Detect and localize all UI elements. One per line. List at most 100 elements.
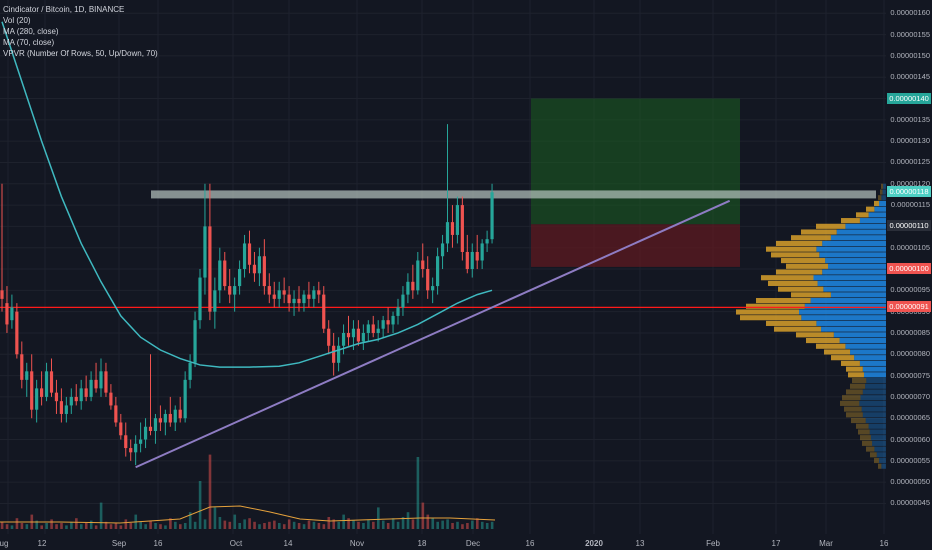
volume-bar	[297, 523, 301, 529]
volume-bar	[253, 521, 256, 529]
price-tick-label: 0.00000085	[890, 327, 930, 337]
vpvr-down-bar	[756, 298, 811, 304]
candle-body	[79, 388, 83, 402]
candle-body	[30, 371, 34, 410]
volume-bar	[327, 517, 331, 529]
vpvr-down-bar	[866, 446, 875, 452]
candle-body	[436, 256, 440, 287]
volume-bar	[456, 521, 459, 529]
vpvr-up-bar	[804, 303, 886, 309]
vpvr-up-bar	[859, 218, 886, 224]
candle-body	[153, 418, 158, 432]
volume-bar	[164, 525, 167, 529]
vpvr-up-bar	[821, 326, 886, 332]
vpvr-down-bar	[746, 303, 805, 309]
volume-bar	[322, 524, 326, 529]
candle-body	[35, 388, 39, 410]
vpvr-down-bar	[866, 206, 875, 212]
volume-bar	[421, 502, 425, 529]
vpvr-up-bar	[813, 275, 886, 281]
candle-body	[406, 281, 410, 295]
volume-bar	[263, 523, 266, 529]
candle-body	[257, 256, 261, 274]
volume-bar	[203, 519, 207, 529]
vpvr-up-bar	[862, 389, 886, 395]
vpvr-up-bar	[801, 315, 886, 321]
vpvr-up-bar	[869, 429, 886, 435]
indicator-vpvr[interactable]: VPVR (Number Of Rows, 50, Up/Down, 70)	[3, 49, 158, 58]
vpvr-up-bar	[854, 355, 886, 361]
volume-bar	[396, 521, 400, 529]
volume-ma-line	[0, 505, 496, 524]
vpvr-up-bar	[865, 417, 886, 424]
volume-bar	[411, 519, 415, 529]
time-tick-label: Feb	[706, 539, 720, 548]
volume-bar	[337, 521, 340, 529]
indicator-ma70[interactable]: MA (70, close)	[3, 38, 55, 47]
vpvr-up-bar	[862, 366, 886, 372]
vpvr-down-bar	[740, 315, 802, 321]
vpvr-down-bar	[878, 463, 882, 469]
volume-bar	[0, 521, 4, 529]
volume-bar	[193, 521, 197, 529]
ma70-line	[1, 21, 493, 368]
volume-bar	[307, 520, 311, 529]
volume-bar	[248, 518, 251, 529]
vpvr-up-bar	[859, 360, 886, 366]
volume-bar	[218, 517, 222, 529]
price-tick-label: 0.00000145	[890, 72, 930, 82]
time-axis[interactable]: ug 12 Sep 16 Oct 14 Nov 18 Dec 16 2020 13 Feb 17 Mar 16	[0, 536, 888, 550]
volume-bar	[258, 524, 261, 529]
symbol-title[interactable]: Cindicator / Bitcoin, 1D, BINANCE	[3, 5, 125, 14]
volume-bar	[426, 514, 430, 529]
volume-bar	[35, 520, 39, 529]
candle-body	[247, 243, 252, 265]
volume-bar	[268, 521, 271, 529]
volume-bar	[5, 524, 9, 529]
vpvr-up-bar	[868, 212, 886, 218]
vpvr-up-bar	[819, 252, 886, 258]
vpvr-up-bar	[822, 269, 886, 275]
candle-body	[322, 294, 326, 329]
candle-body	[59, 401, 63, 414]
candle-body	[173, 409, 177, 423]
vpvr-down-bar	[850, 383, 866, 389]
price-tick-label: 0.00000080	[890, 349, 930, 359]
volume-bar	[347, 518, 350, 529]
price-tick-label: 0.00000160	[890, 8, 930, 18]
price-tick-label: 0.00000150	[890, 50, 930, 60]
volume-bar	[80, 524, 83, 529]
candle-body	[272, 294, 276, 299]
indicator-ma280[interactable]: MA (280, close)	[3, 27, 59, 36]
candle-body	[361, 332, 365, 342]
candle-body	[366, 324, 370, 333]
candle-body	[203, 226, 207, 278]
price-tick-label: 0.00000095	[890, 285, 930, 295]
price-axis[interactable]: 0.00000160 0.00000155 0.00000150 0.00000145…	[886, 0, 932, 534]
indicator-vol[interactable]: Vol (20)	[3, 16, 31, 25]
candle-body	[208, 226, 212, 312]
vpvr-up-bar	[845, 223, 886, 229]
volume-bar	[70, 521, 73, 529]
vpvr-down-bar	[846, 366, 863, 372]
time-tick-label: Sep	[111, 539, 127, 548]
stop-zone	[531, 224, 740, 267]
time-tick-label: 18	[417, 539, 427, 548]
vpvr-up-bar	[825, 258, 886, 264]
volume-bar	[446, 519, 449, 529]
time-tick-label: Nov	[349, 539, 365, 548]
vpvr-down-bar	[840, 400, 860, 406]
candle-body	[119, 422, 123, 436]
volume-bar	[129, 523, 133, 529]
vpvr-down-bar	[841, 360, 860, 366]
candle-body	[371, 324, 375, 333]
vpvr-down-bar	[862, 440, 873, 446]
vpvr-down-bar	[771, 252, 820, 258]
chart-legend: Cindicator / Bitcoin, 1D, BINANCE Vol (2…	[3, 4, 158, 59]
time-tick-label: Mar	[819, 539, 833, 548]
candle-body	[287, 294, 291, 304]
vpvr-up-bar	[862, 412, 886, 418]
volume-bar	[179, 524, 182, 529]
